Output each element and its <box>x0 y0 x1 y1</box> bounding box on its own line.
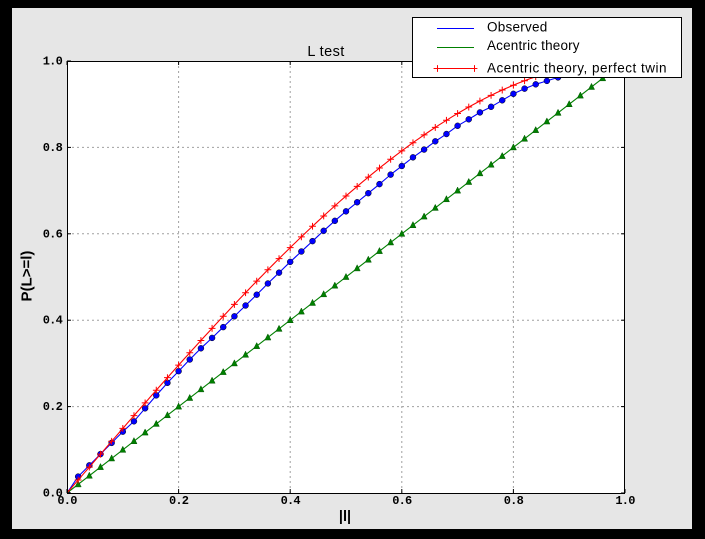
svg-text:0.2: 0.2 <box>169 494 189 508</box>
svg-text:Observed: Observed <box>487 20 548 35</box>
svg-text:0.8: 0.8 <box>43 141 63 155</box>
svg-text:0.0: 0.0 <box>57 494 77 508</box>
svg-text:0.0: 0.0 <box>43 487 63 501</box>
svg-text:P(L>=l): P(L>=l) <box>19 251 36 302</box>
svg-text:0.4: 0.4 <box>281 494 301 508</box>
svg-text:0.8: 0.8 <box>504 494 524 508</box>
svg-text:0.6: 0.6 <box>43 227 63 241</box>
svg-text:Acentric theory: Acentric theory <box>487 38 580 53</box>
svg-text:0.6: 0.6 <box>392 494 412 508</box>
svg-text:1.0: 1.0 <box>615 494 635 508</box>
svg-text:Acentric theory, perfect twin: Acentric theory, perfect twin <box>487 61 667 76</box>
svg-text:0.4: 0.4 <box>43 314 63 328</box>
svg-text:1.0: 1.0 <box>43 55 63 69</box>
svg-text:|l|: |l| <box>339 509 351 525</box>
svg-text:L test: L test <box>307 44 344 60</box>
svg-text:0.2: 0.2 <box>43 400 63 414</box>
